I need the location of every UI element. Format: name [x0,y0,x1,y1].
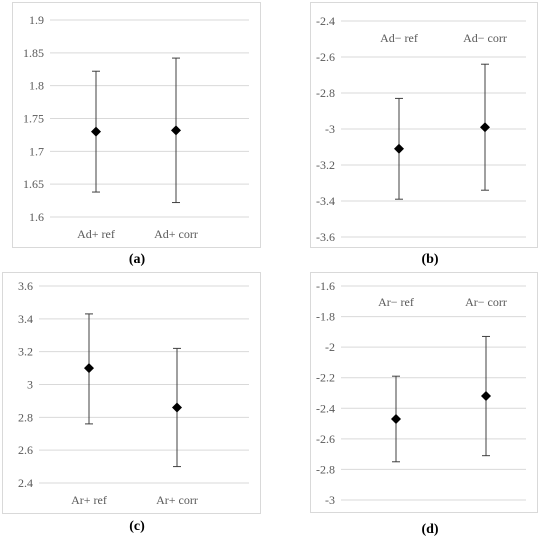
y-tick-label: 3.6 [18,279,33,293]
chart-panel-c: 2.4 2.6 2.8 3 3.2 3.4 3.6 Ar+ ref Ar+ corr (c) [0,270,275,540]
y-tick-label: 3.4 [18,312,33,326]
y-tick-label: 1.75 [23,112,44,126]
data-point-diamond [394,143,404,154]
y-tick-label: -1.8 [316,310,335,324]
y-tick-label: 1.85 [23,46,44,60]
x-category-label: Ad+ corr [154,227,198,241]
data-point-diamond [481,391,491,402]
y-tick-label: 2.6 [18,443,33,457]
plot-area-b [310,2,538,248]
chart-svg-d: -1.6 -1.8 -2 -2.2 -2.4 -2.6 -2.8 -3 Ar− ref Ar− c… [316,279,526,507]
data-point-diamond [172,402,182,413]
caption-c: (c) [129,519,145,534]
y-tick-label: -2.4 [316,14,335,28]
x-category-label: Ad− ref [380,31,418,45]
y-tick-label: -3 [325,122,335,136]
data-point-diamond [391,413,401,424]
y-tick-label: 2.8 [18,410,33,424]
chart-svg-b: -2.4 -2.6 -2.8 -3 -3.2 -3.4 -3.6 Ad− ref Ad− cor… [316,14,526,244]
y-tick-label: 2.4 [18,476,33,490]
y-tick-label: -2 [325,340,335,354]
x-category-label: Ar+ ref [71,493,107,507]
y-tick-label: -3 [325,493,335,507]
y-tick-label: -2.8 [316,86,335,100]
x-category-label: Ad− corr [463,31,507,45]
x-category-label: Ar− corr [465,295,507,309]
x-category-label: Ar+ corr [156,493,198,507]
chart-panel-b: -2.4 -2.6 -2.8 -3 -3.2 -3.4 -3.6 Ad− ref Ad− cor… [275,0,550,270]
caption-a: (a) [128,252,146,267]
data-point-diamond [91,126,101,137]
caption-d: (d) [421,522,439,537]
plot-area-c [2,272,261,514]
y-tick-label: -2.2 [316,371,335,385]
x-category-label: Ar− ref [378,295,414,309]
plot-area-d [310,272,538,513]
y-tick-label: 1.8 [29,79,44,93]
y-tick-label: -2.6 [316,50,335,64]
y-tick-label: -2.4 [316,401,335,415]
data-point-diamond [84,363,94,374]
chart-svg-a: 1.6 1.65 1.7 1.75 1.8 1.85 1.9 Ad+ ref Ad+ corr [23,13,249,241]
y-tick-label: 1.6 [29,210,44,224]
y-tick-label: -3.2 [316,158,335,172]
data-point-diamond [171,125,181,136]
data-point-diamond [480,122,490,133]
y-tick-label: 1.65 [23,177,44,191]
y-tick-label: -2.8 [316,462,335,476]
y-tick-label: 3 [27,378,33,392]
plot-area-a [12,2,261,248]
chart-panel-d: -1.6 -1.8 -2 -2.2 -2.4 -2.6 -2.8 -3 Ar− ref Ar− c… [275,270,550,540]
y-tick-label: -3.6 [316,230,335,244]
y-tick-label: 3.2 [18,345,33,359]
chart-panel-a: 1.6 1.65 1.7 1.75 1.8 1.85 1.9 Ad+ ref Ad+ corr … [0,0,275,270]
y-tick-label: 1.7 [29,144,44,158]
chart-svg-c: 2.4 2.6 2.8 3 3.2 3.4 3.6 Ar+ ref Ar+ corr [18,279,249,507]
y-tick-label: -2.6 [316,432,335,446]
caption-b: (b) [421,252,439,267]
x-category-label: Ad+ ref [77,227,115,241]
y-tick-label: -3.4 [316,194,335,208]
y-tick-label: -1.6 [316,279,335,293]
y-tick-label: 1.9 [29,13,44,27]
